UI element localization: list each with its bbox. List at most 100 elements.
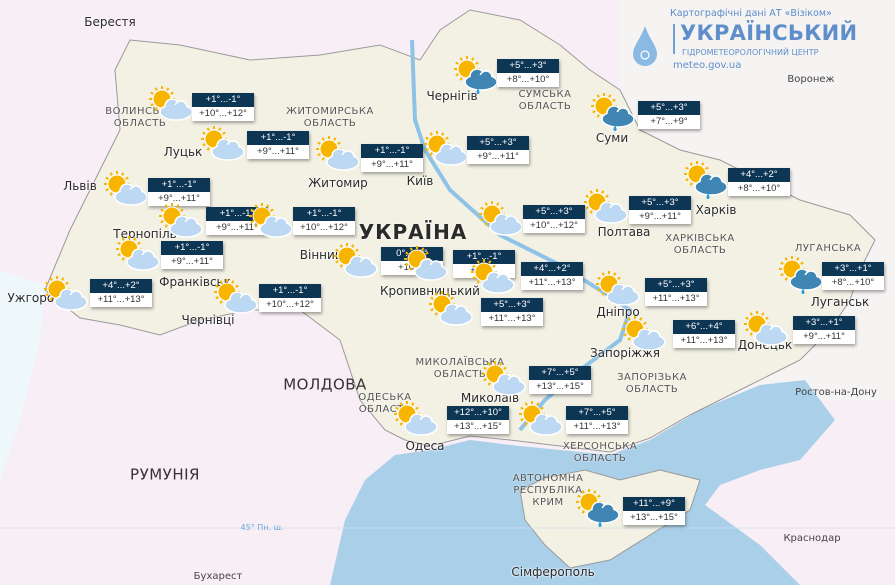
logo-url[interactable]: meteo.gov.ua [673, 60, 742, 71]
night-temperature: +5°...+3° [481, 298, 543, 312]
city-label: Франківськ [159, 275, 231, 289]
cloud-icon [594, 201, 628, 224]
cloud-icon [434, 143, 468, 166]
temperature-box: +1°...-1° +9°...+11° [247, 131, 309, 159]
day-temperature: +11°...+13° [673, 334, 735, 348]
sun-rain-cloud-icon [451, 55, 499, 95]
logo-title: УКРАЇНСЬКИЙ [680, 21, 858, 45]
night-temperature: +1°...-1° [453, 250, 515, 264]
raindrop-icon [613, 125, 617, 131]
temperature-box: +5°...+3° +8°...+10° [497, 59, 559, 87]
night-temperature: +1°...-1° [259, 284, 321, 298]
temperature-box: +3°...+1° +8°...+10° [822, 262, 884, 290]
night-temperature: +5°...+3° [645, 278, 707, 292]
cloud-icon [492, 373, 526, 396]
region-label: ЛУГАНСЬКА [794, 243, 862, 254]
city-label: Вінниця [299, 248, 351, 262]
night-temperature: +5°...+3° [467, 136, 529, 150]
logo-subtitle: ГІДРОМЕТЕОРОЛОГІЧНИЙ ЦЕНТР [682, 48, 819, 57]
city-label: Сімферополь [511, 565, 595, 579]
region-label: ОДЕСЬКА ОБЛАСТЬ [358, 392, 412, 415]
ukrhydromet-logo[interactable]: Картографічні дані АТ «Візіком» УКРАЇНСЬ… [630, 6, 895, 76]
day-temperature: +9°...+11° [206, 221, 268, 235]
sun-cloud-icon [421, 130, 469, 170]
temperature-box: +4°...+2° +11°...+13° [90, 279, 152, 307]
day-temperature: +13°...+15° [623, 511, 685, 525]
day-temperature: +9°...+11° [793, 330, 855, 344]
region-label: СУМСЬКА ОБЛАСТЬ [518, 89, 572, 112]
cloud-icon [606, 283, 640, 306]
night-temperature: +7°...+5° [566, 406, 628, 420]
region-label: АВТОНОМНА РЕСПУБЛІКА КРИМ [512, 473, 584, 508]
sun-cloud-icon [476, 200, 524, 240]
day-temperature: +10°...+12° [293, 221, 355, 235]
night-temperature: +4°...+2° [521, 262, 583, 276]
raindrop-icon [706, 193, 710, 199]
country-label: РУМУНІЯ [130, 465, 200, 484]
temperature-box: +1°...-1° +9°...+11° [148, 178, 210, 206]
cloud-icon [439, 303, 473, 326]
night-temperature: +5°...+3° [497, 59, 559, 73]
night-temperature: +3°...+1° [793, 316, 855, 330]
day-temperature: +9°...+11° [629, 210, 691, 224]
cloud-icon [54, 288, 88, 311]
city-label: Чернігів [426, 89, 478, 103]
sun-cloud-icon [516, 400, 564, 440]
city-label: Луцьк [163, 145, 203, 159]
cloud-icon [159, 98, 193, 121]
night-temperature: +1°...-1° [293, 207, 355, 221]
day-temperature: +9°...+11° [161, 255, 223, 269]
day-temperature: +9°...+11° [247, 145, 309, 159]
cloud-icon [326, 148, 360, 171]
cloud-icon [259, 215, 293, 238]
night-temperature: +5°...+3° [629, 196, 691, 210]
temperature-box: +5°...+3° +10°...+12° [523, 205, 585, 233]
region-label: ЗАПОРІЗЬКА ОБЛАСТЬ [617, 372, 687, 395]
sun-cloud-icon [313, 135, 361, 175]
region-label: МИКОЛАЇВСЬКА ОБЛАСТЬ [415, 357, 505, 380]
temperature-box: +1°...-1° +10°...+12° [293, 207, 355, 235]
cloud-icon [481, 271, 515, 294]
foreign-city-label: Ростов-на-Дону [795, 387, 877, 398]
sun-cloud-icon [146, 85, 194, 125]
cloud-icon [126, 248, 160, 271]
temperature-box: +3°...+1° +9°...+11° [793, 316, 855, 344]
region-label: ВОЛИНСЬКА ОБЛАСТЬ [105, 106, 175, 129]
night-temperature: +3°...+1° [822, 262, 884, 276]
day-temperature: +10°...+12° [259, 298, 321, 312]
sun-rain-cloud-icon [573, 488, 621, 528]
temperature-box: +7°...+5° +11°...+13° [566, 406, 628, 434]
cloud-icon [211, 138, 245, 161]
city-label: Львів [63, 179, 97, 193]
day-temperature: +11°...+13° [566, 420, 628, 434]
temperature-box: +5°...+3° +7°...+9° [638, 101, 700, 129]
temperature-box: +4°...+2° +8°...+10° [728, 168, 790, 196]
night-temperature: +1°...-1° [247, 131, 309, 145]
city-label: Київ [406, 174, 434, 188]
day-temperature: +11°...+13° [90, 293, 152, 307]
rain-cloud-icon [694, 173, 728, 196]
sun-rain-cloud-icon [588, 92, 636, 132]
temperature-box: +1°...-1° +10°...+12° [192, 93, 254, 121]
cloud-icon [404, 413, 438, 436]
city-label: Дніпро [596, 305, 640, 319]
city-label: Чернівці [181, 313, 235, 327]
day-temperature: +13°...+15° [529, 380, 591, 394]
temperature-box: +6°...+4° +11°...+13° [673, 320, 735, 348]
night-temperature: +1°...-1° [161, 241, 223, 255]
sun-cloud-icon [426, 290, 474, 330]
sun-cloud-icon [41, 275, 89, 315]
day-temperature: +10°...+12° [523, 219, 585, 233]
raindrop-icon [476, 88, 480, 94]
night-temperature: +1°...-1° [192, 93, 254, 107]
cloud-icon [754, 323, 788, 346]
night-temperature: +11°...+9° [623, 497, 685, 511]
city-label: Полтава [597, 225, 651, 239]
day-temperature: +7°...+9° [638, 115, 700, 129]
city-label: Луганськ [810, 295, 870, 309]
temperature-box: +12°...+10° +13°...+15° [447, 406, 509, 434]
temperature-box: +1°...-1° +10°...+12° [259, 284, 321, 312]
cloud-icon [632, 328, 666, 351]
region-label: ЖИТОМИРСЬКА ОБЛАСТЬ [286, 106, 374, 129]
temperature-box: +1°...-1° +9°...+11° [161, 241, 223, 269]
